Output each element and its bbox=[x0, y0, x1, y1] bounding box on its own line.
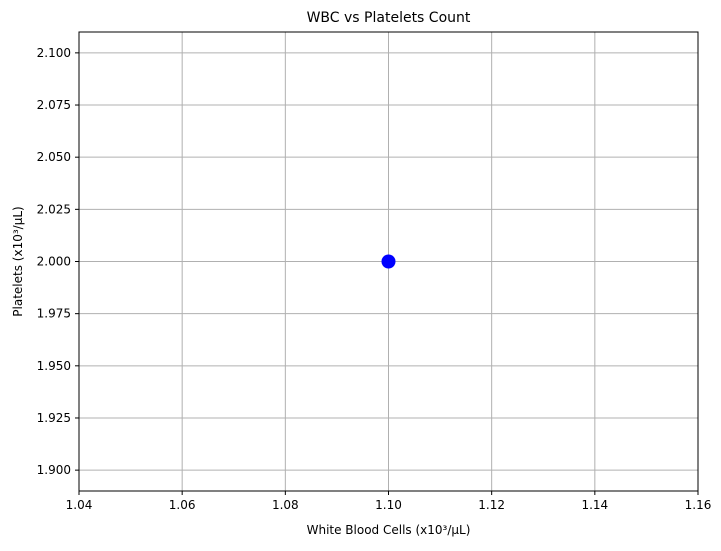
y-tick-label: 2.050 bbox=[37, 150, 71, 164]
data-points bbox=[381, 254, 396, 269]
y-tick-label: 1.925 bbox=[37, 411, 71, 425]
y-tick-label: 2.000 bbox=[37, 255, 71, 269]
chart-title: WBC vs Platelets Count bbox=[307, 10, 471, 26]
grid-lines bbox=[78, 32, 699, 491]
scatter-point bbox=[381, 254, 396, 269]
x-tick-label: 1.10 bbox=[375, 498, 402, 512]
x-tick-label: 1.12 bbox=[478, 498, 505, 512]
y-axis-label: Platelets (x10³/µL) bbox=[11, 206, 25, 316]
y-tick-label: 2.100 bbox=[37, 46, 71, 60]
x-tick-label: 1.04 bbox=[66, 498, 93, 512]
x-tick-label: 1.08 bbox=[272, 498, 299, 512]
y-tick-label: 1.975 bbox=[37, 307, 71, 321]
x-axis-label: White Blood Cells (x10³/µL) bbox=[307, 523, 471, 537]
y-tick-label: 1.900 bbox=[37, 463, 71, 477]
y-tick-label: 2.075 bbox=[37, 98, 71, 112]
x-tick-label: 1.06 bbox=[169, 498, 196, 512]
y-tick-label: 2.025 bbox=[37, 202, 71, 216]
y-tick-label: 1.950 bbox=[37, 359, 71, 373]
x-tick-label: 1.14 bbox=[581, 498, 608, 512]
axis-ticks: 1.04 1.06 1.08 1.10 1.12 1.14 1.16 1.900 1.925 1.… bbox=[37, 46, 712, 512]
x-tick-label: 1.16 bbox=[685, 498, 712, 512]
